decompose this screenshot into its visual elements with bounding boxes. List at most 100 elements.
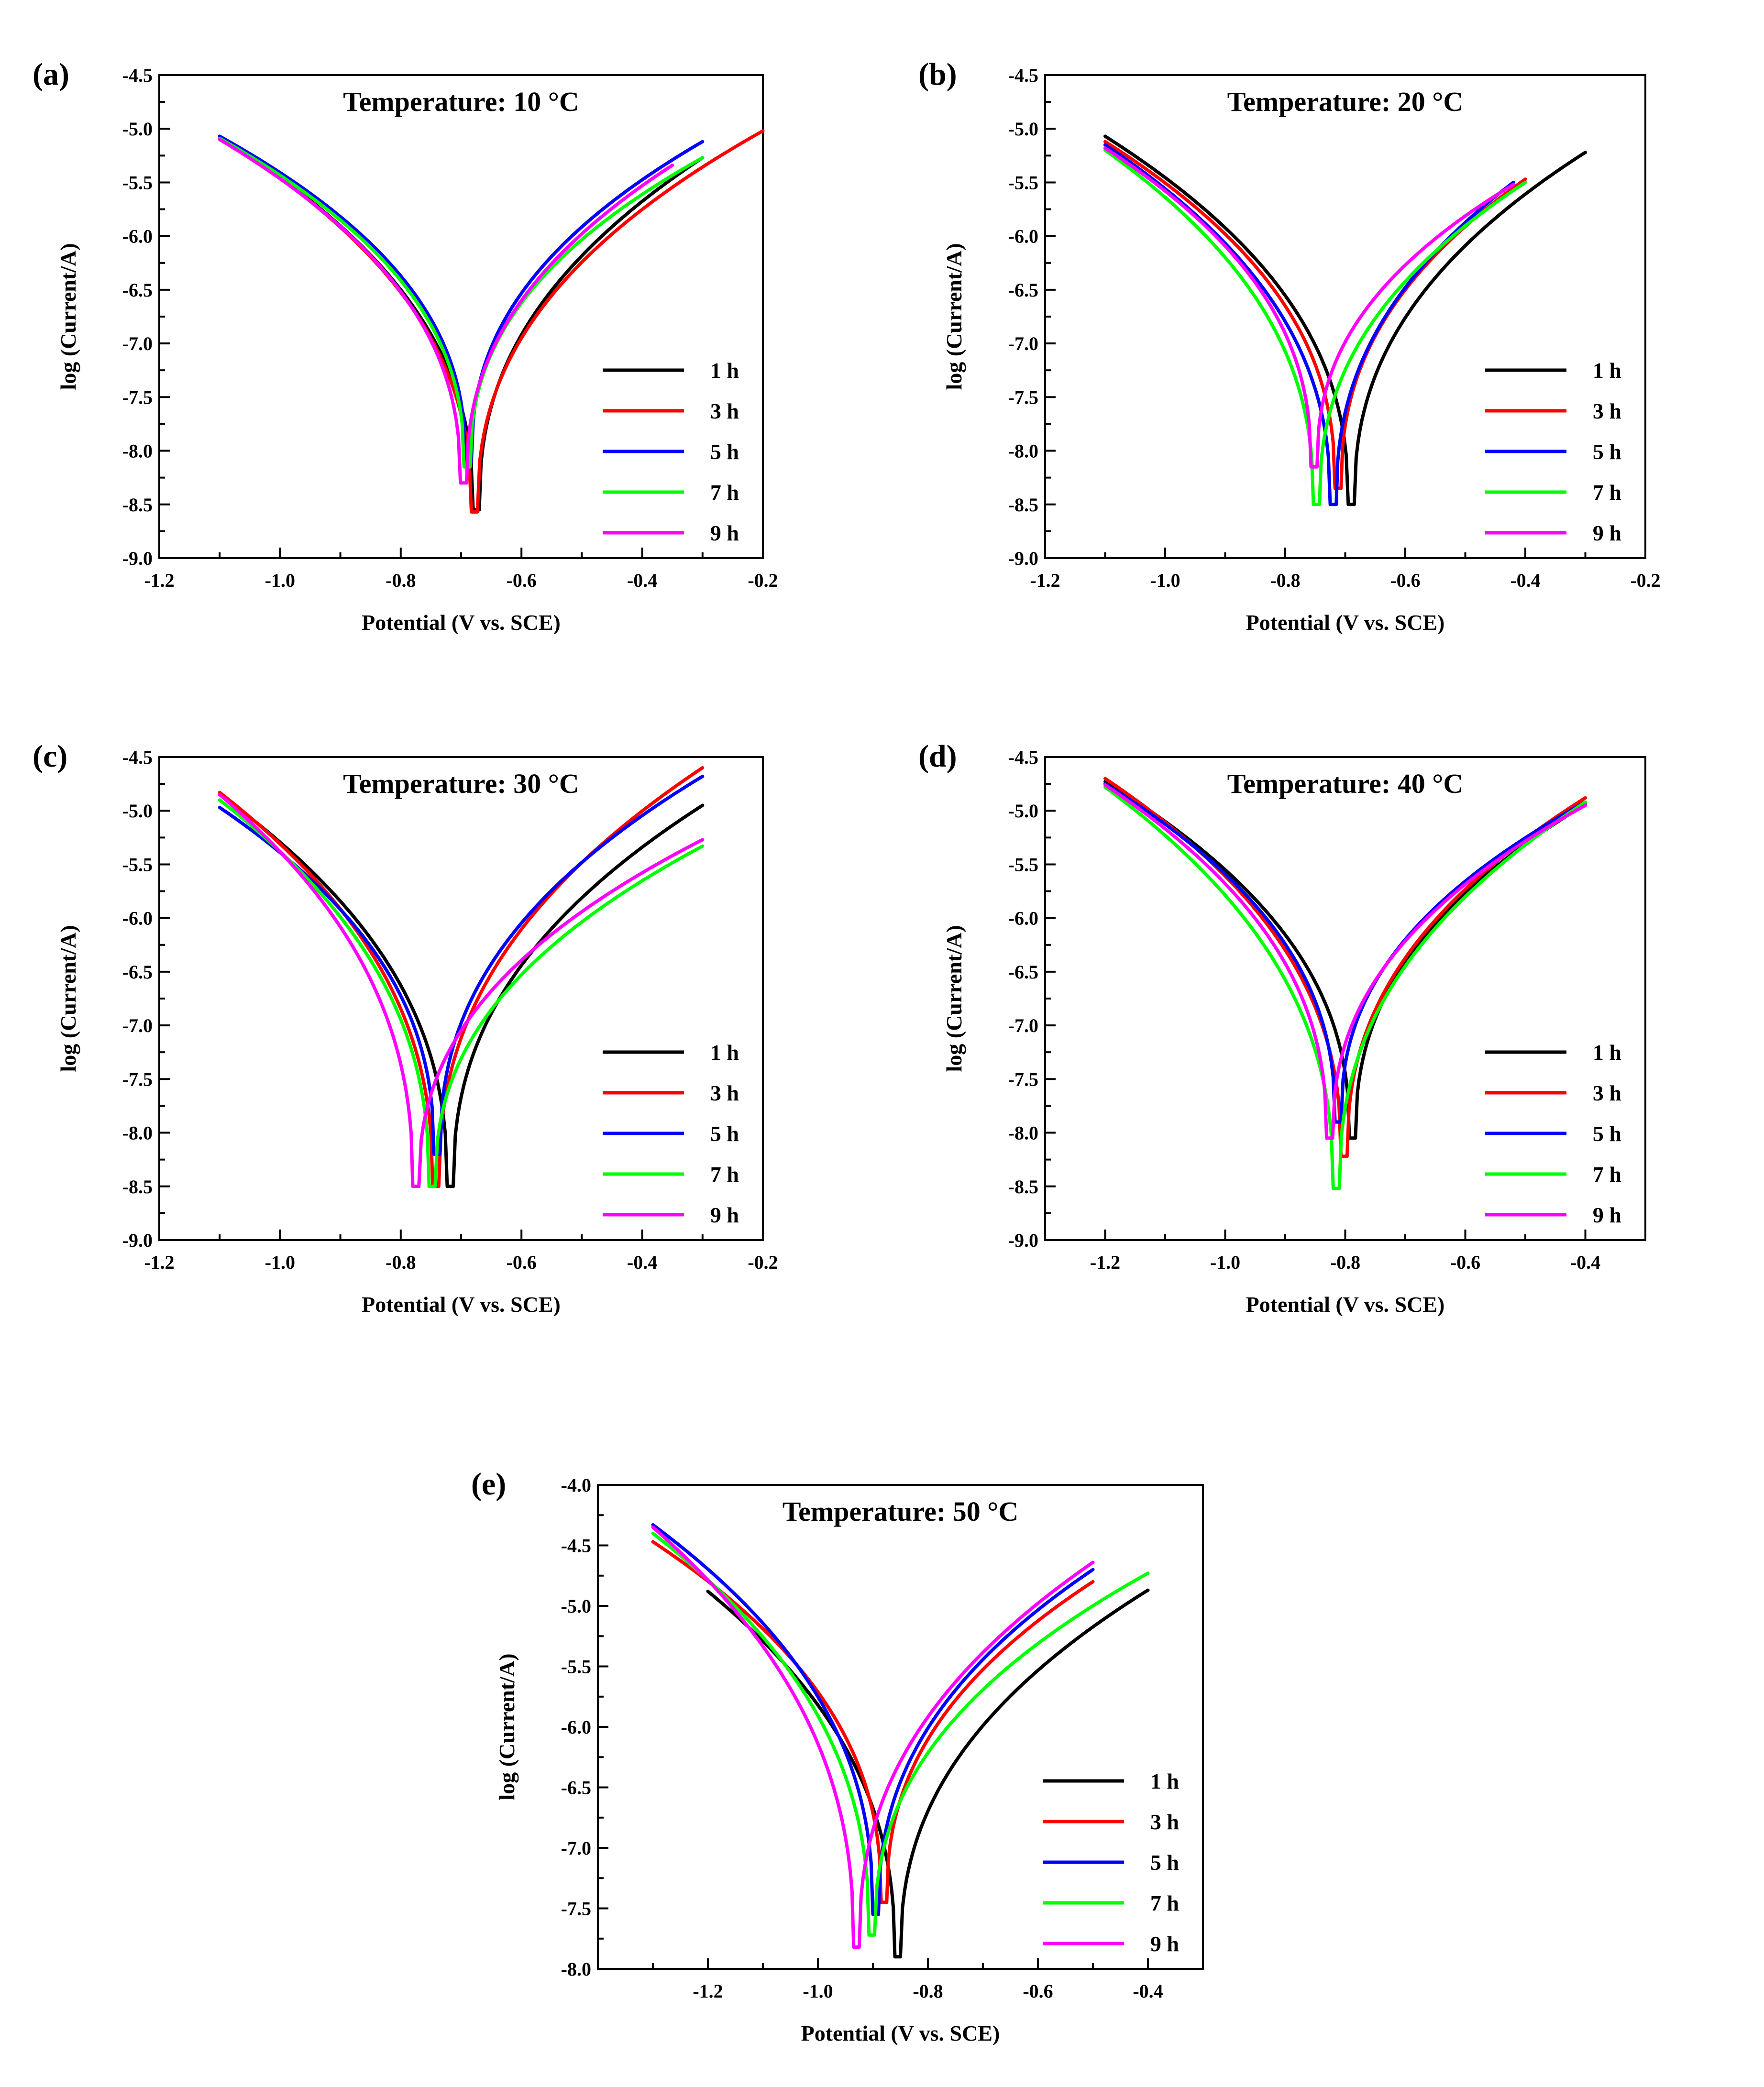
panel-label: (b)	[918, 57, 957, 92]
legend-label: 3 h	[1593, 1081, 1621, 1105]
plot-frame	[1044, 74, 1646, 559]
plot-frame	[158, 74, 764, 559]
x-tick-label: -1.2	[144, 1252, 174, 1273]
y-tick-label: -4.5	[122, 65, 153, 86]
y-tick-label: -9.0	[1008, 548, 1038, 569]
y-tick-label: -7.5	[1008, 386, 1038, 408]
y-tick-label: -8.5	[122, 1176, 153, 1197]
y-tick-label: -6.5	[1008, 961, 1038, 983]
legend-label: 3 h	[1593, 399, 1621, 423]
y-tick-label: -7.0	[122, 333, 153, 354]
panel-label: (d)	[918, 739, 957, 774]
y-axis-label: log (Current/A)	[942, 925, 966, 1072]
y-tick-label: -5.0	[122, 118, 153, 140]
x-tick-label: -0.8	[1330, 1252, 1360, 1273]
y-tick-label: -5.0	[561, 1595, 591, 1617]
x-axis-label: Potential (V vs. SCE)	[801, 2021, 1000, 2045]
x-tick-label: -0.4	[627, 570, 657, 591]
y-tick-label: -4.5	[122, 747, 153, 768]
legend-label: 9 h	[1150, 1932, 1179, 1956]
x-tick-label: -0.8	[913, 1980, 943, 2002]
legend-label: 3 h	[710, 1081, 739, 1105]
legend-label: 7 h	[710, 480, 739, 505]
y-tick-label: -6.0	[1008, 908, 1038, 929]
y-tick-label: -6.5	[561, 1777, 591, 1799]
panel-label: (e)	[471, 1467, 506, 1502]
chart-panel-d: -1.2 -1.0 -0.8 -0.6 -0.4 -4.5 -5.0 -5.5 -6.0 -6.5…	[918, 739, 1646, 1317]
legend-label: 1 h	[710, 358, 739, 383]
x-tick-label: -0.2	[748, 1252, 778, 1273]
x-tick-label: -0.8	[386, 1252, 416, 1273]
series-line-9h	[218, 793, 705, 1188]
legend-label: 7 h	[1593, 1162, 1621, 1186]
x-tick-label: -0.6	[1390, 570, 1420, 591]
legend-label: 1 h	[1593, 358, 1621, 383]
x-tick-label: -0.6	[507, 570, 537, 591]
x-axis-label: Potential (V vs. SCE)	[1246, 610, 1445, 635]
y-tick-label: -6.5	[1008, 279, 1038, 301]
series-line-9h	[1103, 146, 1515, 469]
y-tick-label: -9.0	[122, 548, 153, 569]
y-tick-label: -8.5	[1008, 1176, 1038, 1197]
y-tick-label: -7.0	[561, 1837, 591, 1859]
y-tick-label: -7.5	[561, 1898, 591, 1920]
y-tick-label: -5.5	[122, 854, 153, 875]
y-tick-label: -5.5	[122, 172, 153, 193]
x-tick-label: -0.6	[1450, 1252, 1480, 1273]
series-line-7h	[1103, 148, 1527, 506]
y-tick-label: -8.0	[1008, 1122, 1038, 1144]
x-tick-label: -1.2	[1030, 570, 1060, 591]
x-tick-label: -1.2	[144, 570, 174, 591]
series-line-1h	[1103, 134, 1587, 506]
legend-label: 7 h	[710, 1162, 739, 1186]
y-tick-label: -5.5	[561, 1656, 591, 1678]
series-line-7h	[651, 1531, 1150, 1937]
y-tick-label: -7.5	[122, 386, 153, 408]
x-tick-label: -1.0	[265, 570, 295, 591]
series-line-5h	[651, 1523, 1095, 1916]
y-tick-label: -7.5	[122, 1068, 153, 1090]
legend-label: 5 h	[710, 439, 739, 464]
x-tick-label: -1.0	[1150, 570, 1180, 591]
legend-label: 5 h	[1593, 1121, 1621, 1146]
legend-label: 9 h	[710, 521, 739, 545]
x-tick-label: -1.0	[803, 1980, 833, 2002]
legend-label: 1 h	[1593, 1040, 1621, 1065]
legend-label: 1 h	[710, 1040, 739, 1065]
chart-title: Temperature: 10 °C	[343, 86, 579, 117]
legend-label: 5 h	[710, 1121, 739, 1146]
chart-title: Temperature: 50 °C	[783, 1496, 1019, 1527]
y-tick-label: -4.5	[1008, 747, 1038, 768]
y-tick-label: -6.0	[561, 1716, 591, 1738]
y-tick-label: -7.0	[122, 1015, 153, 1036]
chart-panel-b: -1.2 -1.0 -0.8 -0.6 -0.4 -0.2 -4.5 -5.0 -5.5 -6.0…	[918, 57, 1661, 635]
legend-label: 5 h	[1593, 439, 1621, 464]
y-tick-label: -5.0	[122, 800, 153, 822]
y-tick-label: -6.0	[1008, 226, 1038, 247]
series-line-9h	[651, 1526, 1095, 1949]
panel-label: (c)	[33, 739, 67, 774]
y-tick-label: -4.5	[561, 1535, 591, 1557]
plot-frame	[597, 1484, 1204, 1970]
y-tick-label: -8.0	[1008, 440, 1038, 462]
y-axis-label: log (Current/A)	[56, 925, 80, 1072]
series-line-9h	[1103, 783, 1587, 1140]
x-tick-label: -1.2	[1090, 1252, 1120, 1273]
x-tick-label: -0.4	[1133, 1980, 1163, 2002]
y-tick-label: -8.0	[561, 1958, 591, 1980]
y-tick-label: -7.0	[1008, 333, 1038, 354]
chart-title: Temperature: 30 °C	[343, 768, 579, 799]
x-tick-label: -0.4	[1570, 1252, 1600, 1273]
plot-frame	[1044, 756, 1646, 1241]
legend-label: 9 h	[710, 1203, 739, 1227]
y-tick-label: -8.5	[122, 494, 153, 516]
series-line-1h	[218, 793, 705, 1188]
legend-label: 9 h	[1593, 521, 1621, 545]
legend-label: 3 h	[1150, 1810, 1179, 1834]
y-tick-label: -4.5	[1008, 65, 1038, 86]
legend-label: 7 h	[1593, 480, 1621, 505]
series-line-3h	[651, 1540, 1095, 1904]
y-tick-label: -7.0	[1008, 1015, 1038, 1036]
legend-label: 1 h	[1150, 1769, 1179, 1793]
